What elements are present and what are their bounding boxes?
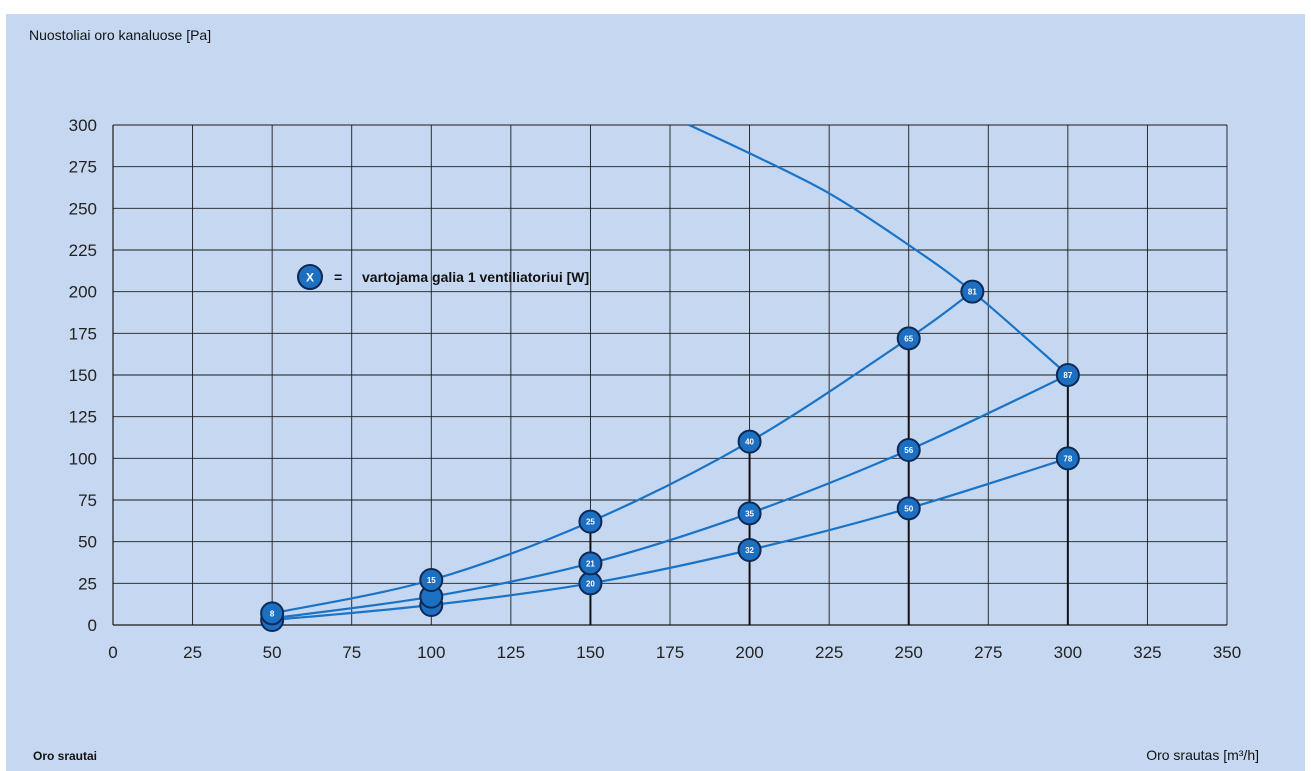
data-point: 65: [896, 326, 921, 351]
data-point-label: 40: [745, 438, 754, 447]
data-markers: 81315202125323540505665817887: [260, 279, 1080, 632]
x-tick-label: 50: [263, 643, 282, 662]
data-point: 32: [737, 538, 762, 562]
y-tick-label: 0: [88, 616, 97, 635]
y-tick-label: 200: [69, 283, 97, 302]
data-point-marker: [960, 279, 985, 304]
data-point-label: 65: [904, 334, 913, 343]
y-tick-label: 25: [78, 574, 97, 593]
legend: X = vartojama galia 1 ventiliatoriui [W]: [297, 264, 589, 290]
y-tick-label: 125: [69, 408, 97, 427]
x-tick-label: 150: [576, 643, 604, 662]
x-tick-label: 300: [1054, 643, 1082, 662]
data-point-label: 15: [427, 576, 436, 585]
x-tick-label: 75: [342, 643, 361, 662]
y-tick-label: 150: [69, 366, 97, 385]
data-point: 21: [578, 551, 603, 576]
data-point-label: 35: [745, 509, 754, 518]
data-point-marker: [737, 538, 762, 562]
data-point: 78: [1055, 446, 1080, 471]
legend-marker-symbol: X: [306, 271, 314, 285]
y-tick-label: 225: [69, 241, 97, 260]
data-point-label: 32: [745, 546, 754, 555]
data-point-label: 8: [270, 609, 275, 618]
x-tick-label: 175: [656, 643, 684, 662]
y-tick-label: 100: [69, 449, 97, 468]
y-tick-label: 300: [69, 116, 97, 135]
x-tick-label: 0: [108, 643, 117, 662]
data-point-marker: [419, 568, 444, 592]
data-point-label: 56: [904, 446, 913, 455]
data-point-label: 81: [968, 288, 977, 297]
data-point: 87: [1055, 363, 1080, 387]
chart-footer-label: Oro srautai: [33, 749, 98, 763]
x-axis-label: Oro srautas [m³/h]: [1146, 747, 1259, 763]
data-point: 40: [737, 429, 762, 454]
chart-panel: [6, 14, 1305, 771]
data-point: 56: [896, 438, 921, 462]
data-point: 25: [578, 509, 603, 534]
x-tick-label: 100: [417, 643, 445, 662]
data-point-marker: [896, 326, 921, 351]
data-point-marker: [260, 601, 285, 626]
data-point-label: 20: [586, 579, 595, 588]
data-point-label: 50: [904, 504, 913, 513]
data-point-label: 21: [586, 559, 595, 568]
y-tick-label: 50: [78, 533, 97, 552]
data-point-marker: [578, 551, 603, 576]
x-tick-label: 275: [974, 643, 1002, 662]
y-axis-label: Nuostoliai oro kanaluose [Pa]: [29, 27, 212, 43]
fan-curve: [688, 124, 1069, 376]
data-point-label: 78: [1063, 454, 1072, 463]
data-point-label: 87: [1063, 371, 1072, 380]
data-point: 8: [260, 601, 285, 626]
data-point-marker: [578, 509, 603, 534]
y-tick-label: 175: [69, 324, 97, 343]
x-tick-label: 325: [1133, 643, 1161, 662]
tick-labels: 0 25 50 75 100 125 150 175 200 225 250 275 300 325 350…: [69, 116, 1242, 662]
y-tick-label: 250: [69, 199, 97, 218]
data-point-marker: [1055, 446, 1080, 471]
y-tick-label: 75: [78, 491, 97, 510]
data-point: 35: [737, 501, 762, 526]
data-point: 81: [960, 279, 985, 304]
x-tick-label: 200: [735, 643, 763, 662]
data-point-marker: [896, 496, 921, 521]
system-curve-2: [271, 374, 1069, 620]
data-point-marker: [737, 429, 762, 454]
data-point-marker: [737, 501, 762, 526]
data-point-marker: [1055, 363, 1080, 387]
y-tick-label: 275: [69, 158, 97, 177]
system-curve-3: [271, 457, 1069, 622]
legend-equals: =: [334, 269, 342, 285]
data-point-label: 25: [586, 518, 595, 527]
x-tick-label: 250: [895, 643, 923, 662]
system-curve-1: [271, 290, 974, 615]
data-point-marker: [896, 438, 921, 462]
data-point: 20: [578, 571, 603, 596]
x-tick-label: 25: [183, 643, 202, 662]
x-tick-label: 350: [1213, 643, 1241, 662]
data-point: 15: [419, 568, 444, 592]
legend-marker-icon: [297, 264, 323, 290]
x-tick-label: 225: [815, 643, 843, 662]
legend-text: vartojama galia 1 ventiliatoriui [W]: [362, 269, 589, 285]
x-tick-label: 125: [497, 643, 525, 662]
data-point: 50: [896, 496, 921, 521]
